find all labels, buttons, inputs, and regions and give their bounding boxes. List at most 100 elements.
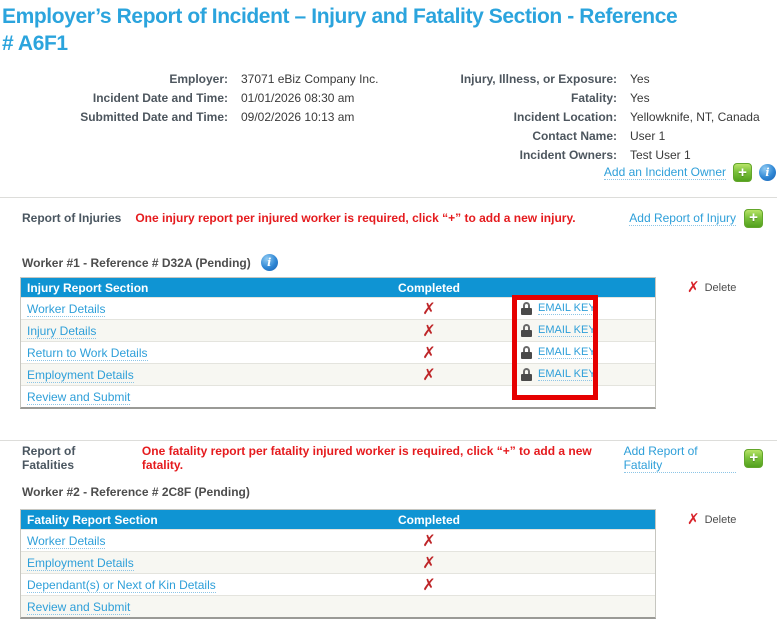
fatality-value: Yes bbox=[630, 91, 650, 105]
worker-1-info-icon[interactable]: i bbox=[260, 254, 278, 271]
table-row: Employment Details ✗ bbox=[21, 551, 655, 573]
report-of-injuries-header: Report of Injuries One injury report per… bbox=[22, 207, 763, 229]
contact-name-value: User 1 bbox=[630, 129, 666, 143]
fatality-row: Fatality: Yes bbox=[430, 91, 650, 110]
section-divider bbox=[0, 197, 777, 198]
employer-value: 37071 eBiz Company Inc. bbox=[241, 72, 379, 86]
add-report-of-injury-group: Add Report of Injury + bbox=[629, 208, 763, 228]
not-completed-x-icon: ✗ bbox=[422, 343, 436, 362]
email-key-cell: EMAIL KEY bbox=[521, 324, 596, 337]
email-key-cell: EMAIL KEY bbox=[521, 346, 596, 359]
injury-worker-details-link[interactable]: Worker Details bbox=[27, 302, 106, 317]
add-report-of-fatality-link[interactable]: Add Report of Fatality bbox=[623, 444, 737, 473]
email-key-link[interactable]: EMAIL KEY bbox=[538, 346, 596, 359]
injury-report-table: Injury Report Section Completed Worker D… bbox=[20, 277, 656, 409]
report-of-fatalities-label: Report of Fatalities bbox=[22, 444, 76, 472]
not-completed-x-icon: ✗ bbox=[422, 575, 436, 594]
delete-label: Delete bbox=[704, 513, 737, 526]
completed-column-header: Completed bbox=[397, 281, 460, 295]
incident-location-value: Yellowknife, NT, Canada bbox=[630, 110, 760, 124]
review-and-submit-link[interactable]: Review and Submit bbox=[27, 390, 131, 405]
table-row: Dependant(s) or Next of Kin Details ✗ bbox=[21, 573, 655, 595]
not-completed-x-icon: ✗ bbox=[422, 365, 436, 384]
worker-2-heading-text: Worker #2 - Reference # 2C8F (Pending) bbox=[22, 485, 250, 499]
add-report-of-injury-plus-icon[interactable]: + bbox=[744, 208, 763, 228]
table-row: Worker Details ✗ bbox=[21, 529, 655, 551]
injury-section-column-header: Injury Report Section bbox=[27, 281, 149, 295]
not-completed-x-icon: ✗ bbox=[422, 531, 436, 550]
worker-1-heading-text: Worker #1 - Reference # D32A (Pending) bbox=[22, 255, 251, 270]
delete-worker-2-button[interactable]: ✗ Delete bbox=[687, 512, 736, 527]
table-row: Injury Details ✗ EMAIL KEY bbox=[21, 319, 655, 341]
lock-icon bbox=[521, 302, 532, 315]
fatality-section-column-header: Fatality Report Section bbox=[27, 513, 158, 527]
table-row: Return to Work Details ✗ EMAIL KEY bbox=[21, 341, 655, 363]
fatality-worker-details-link[interactable]: Worker Details bbox=[27, 534, 106, 549]
email-key-cell: EMAIL KEY bbox=[521, 302, 596, 315]
employment-details-link[interactable]: Employment Details bbox=[27, 368, 134, 383]
injury-requirement-message: One injury report per injured worker is … bbox=[135, 211, 576, 225]
lock-icon bbox=[521, 346, 532, 359]
employer-label: Employer: bbox=[169, 72, 228, 86]
add-incident-owner-row: Add an Incident Owner + i bbox=[603, 163, 776, 182]
injury-exposure-label: Injury, Illness, or Exposure: bbox=[460, 72, 618, 86]
submitted-date-row: Submitted Date and Time: 09/02/2026 10:1… bbox=[0, 110, 354, 129]
page-title-line1: Employer’s Report of Incident – Injury a… bbox=[2, 5, 678, 28]
email-key-link[interactable]: EMAIL KEY bbox=[538, 324, 596, 337]
incident-location-label: Incident Location: bbox=[513, 110, 617, 124]
fatality-report-table: Fatality Report Section Completed Worker… bbox=[20, 509, 656, 619]
dependants-next-of-kin-link[interactable]: Dependant(s) or Next of Kin Details bbox=[27, 578, 216, 593]
fatality-label: Fatality: bbox=[570, 91, 617, 105]
fatality-table-header: Fatality Report Section Completed bbox=[21, 510, 655, 529]
incident-owners-label: Incident Owners: bbox=[519, 148, 617, 162]
table-row: Review and Submit bbox=[21, 595, 655, 617]
incident-location-row: Incident Location: Yellowknife, NT, Cana… bbox=[430, 110, 760, 129]
delete-worker-1-button[interactable]: ✗ Delete bbox=[687, 280, 736, 295]
submitted-date-value: 09/02/2026 10:13 am bbox=[241, 110, 355, 124]
email-key-link[interactable]: EMAIL KEY bbox=[538, 302, 596, 315]
contact-name-row: Contact Name: User 1 bbox=[430, 129, 665, 148]
return-to-work-details-link[interactable]: Return to Work Details bbox=[27, 346, 148, 361]
not-completed-x-icon: ✗ bbox=[422, 321, 436, 340]
fatality-requirement-message: One fatality report per fatality injured… bbox=[141, 444, 592, 472]
page-title-line2: # A6F1 bbox=[2, 32, 68, 55]
not-completed-x-icon: ✗ bbox=[422, 553, 436, 572]
incident-date-label: Incident Date and Time: bbox=[92, 91, 228, 105]
incident-owners-row: Incident Owners: Test User 1 bbox=[430, 148, 691, 167]
worker-2-heading: Worker #2 - Reference # 2C8F (Pending) bbox=[22, 485, 250, 499]
incident-date-row: Incident Date and Time: 01/01/2026 08:30… bbox=[0, 91, 355, 110]
injury-exposure-value: Yes bbox=[630, 72, 650, 86]
completed-column-header: Completed bbox=[397, 513, 460, 527]
add-report-of-fatality-plus-icon[interactable]: + bbox=[744, 448, 763, 468]
add-incident-owner-plus-icon[interactable]: + bbox=[733, 163, 752, 182]
report-of-fatalities-header: Report of Fatalities One fatality report… bbox=[22, 444, 763, 473]
employer-row: Employer: 37071 eBiz Company Inc. bbox=[0, 72, 378, 91]
not-completed-x-icon: ✗ bbox=[422, 299, 436, 318]
report-of-injuries-label: Report of Injuries bbox=[22, 211, 122, 225]
table-row: Employment Details ✗ EMAIL KEY bbox=[21, 363, 655, 385]
injury-exposure-row: Injury, Illness, or Exposure: Yes bbox=[430, 72, 650, 91]
email-key-cell: EMAIL KEY bbox=[521, 368, 596, 381]
incident-owners-value: Test User 1 bbox=[630, 148, 691, 162]
email-key-link[interactable]: EMAIL KEY bbox=[538, 368, 596, 381]
delete-x-icon: ✗ bbox=[687, 278, 700, 296]
worker-1-heading: Worker #1 - Reference # D32A (Pending) i bbox=[22, 254, 278, 271]
add-report-of-fatality-group: Add Report of Fatality + bbox=[623, 444, 763, 473]
table-row: Worker Details ✗ EMAIL KEY bbox=[21, 297, 655, 319]
table-row: Review and Submit bbox=[21, 385, 655, 407]
lock-icon bbox=[521, 368, 532, 381]
incident-owner-info-icon[interactable]: i bbox=[759, 164, 776, 181]
delete-x-icon: ✗ bbox=[687, 510, 700, 528]
add-incident-owner-link[interactable]: Add an Incident Owner bbox=[603, 165, 726, 180]
incident-date-value: 01/01/2026 08:30 am bbox=[241, 91, 355, 105]
injury-details-link[interactable]: Injury Details bbox=[27, 324, 97, 339]
fatality-employment-details-link[interactable]: Employment Details bbox=[27, 556, 134, 571]
section-divider bbox=[0, 440, 777, 441]
submitted-date-label: Submitted Date and Time: bbox=[80, 110, 228, 124]
add-report-of-injury-link[interactable]: Add Report of Injury bbox=[629, 210, 736, 226]
fatality-review-and-submit-link[interactable]: Review and Submit bbox=[27, 600, 131, 615]
page-title: Employer’s Report of Incident – Injury a… bbox=[2, 3, 777, 57]
lock-icon bbox=[521, 324, 532, 337]
delete-label: Delete bbox=[704, 281, 737, 294]
